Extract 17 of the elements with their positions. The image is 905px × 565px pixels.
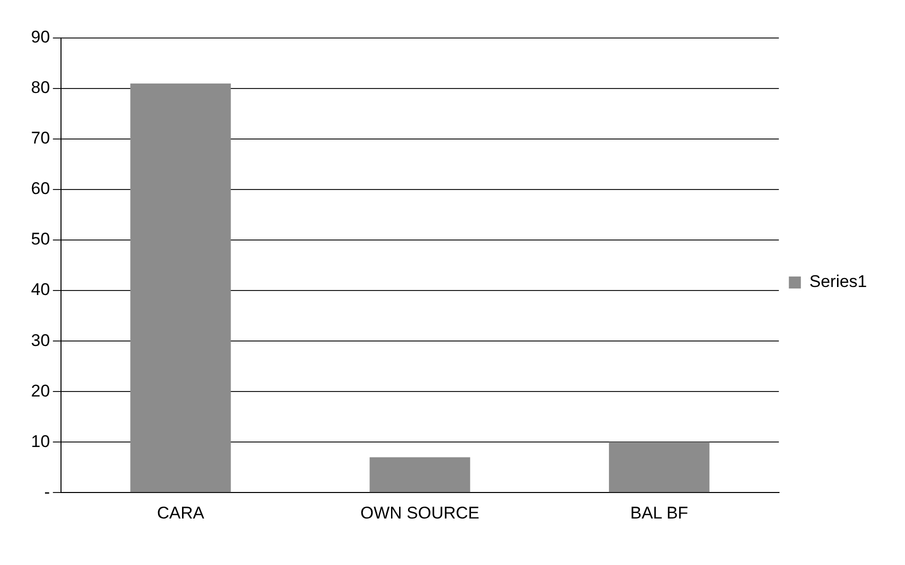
y-tick-label: 20 xyxy=(30,381,50,400)
y-tick-label: 50 xyxy=(30,230,50,249)
y-tick-label: - xyxy=(44,482,50,502)
bar xyxy=(130,83,231,492)
bar xyxy=(370,457,470,492)
y-tick-label: 30 xyxy=(30,330,50,350)
bar xyxy=(608,442,710,492)
y-tick-label: 10 xyxy=(30,432,50,451)
x-tick-label: CARA xyxy=(156,503,205,522)
y-tick-label: 90 xyxy=(30,28,50,47)
x-tick-label: BAL BF xyxy=(630,503,688,522)
y-tick-label: 40 xyxy=(30,280,50,300)
legend-label: Series1 xyxy=(809,272,867,292)
y-tick-label: 60 xyxy=(30,179,50,198)
y-tick-label: 80 xyxy=(30,78,50,98)
x-tick-label: OWN SOURCE xyxy=(360,503,480,522)
y-tick-label: 70 xyxy=(30,128,50,148)
